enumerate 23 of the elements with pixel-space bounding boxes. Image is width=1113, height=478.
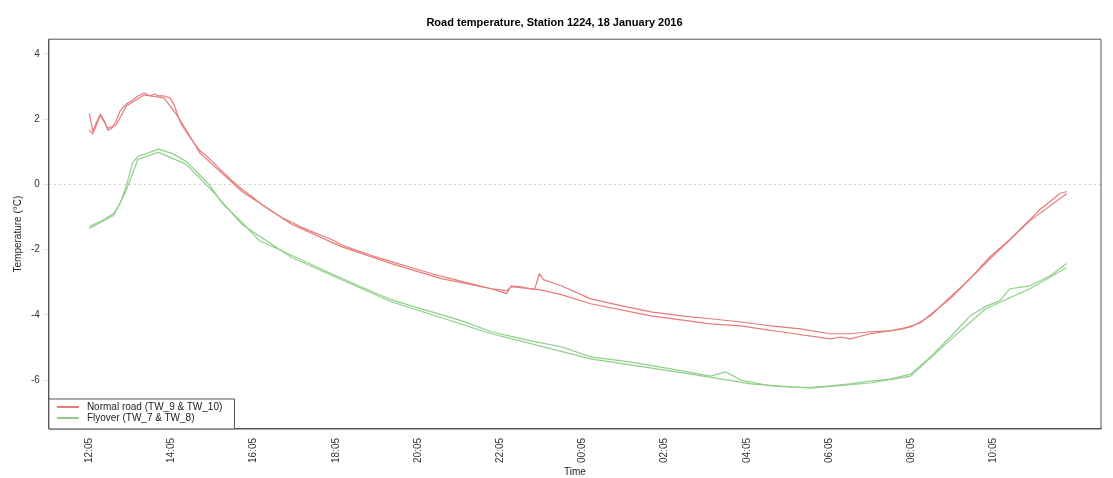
x-tick-label: 14:05	[165, 437, 177, 464]
x-tick-label: 02:05	[658, 437, 670, 464]
y-tick-label: 4	[34, 47, 41, 59]
x-tick-label: 08:05	[905, 437, 917, 464]
y-tick-label: -2	[30, 243, 41, 255]
x-tick-label: 16:05	[247, 437, 259, 464]
x-tick-label: 12:05	[83, 437, 95, 464]
x-tick-label: 04:05	[740, 437, 752, 464]
y-tick-label: 2	[34, 112, 41, 124]
chart-title: Road temperature, Station 1224, 18 January 2016	[426, 15, 683, 28]
x-tick-label: 06:05	[822, 437, 834, 464]
legend-label: Normal road (TW_9 & TW_10)	[86, 400, 223, 412]
x-tick-label: 20:05	[411, 437, 423, 464]
x-tick-label: 10:05	[987, 437, 999, 464]
y-axis-title: Temperature (°C)	[11, 195, 23, 273]
x-axis-title: Time	[564, 465, 587, 477]
y-tick-label: 0	[34, 178, 41, 190]
x-tick-label: 18:05	[329, 437, 341, 464]
y-tick-label: -6	[30, 373, 41, 385]
y-tick-label: -4	[30, 308, 41, 320]
legend-label: Flyover (TW_7 & TW_8)	[86, 411, 195, 423]
x-tick-label: 00:05	[576, 437, 588, 464]
x-tick-label: 22:05	[494, 437, 506, 464]
